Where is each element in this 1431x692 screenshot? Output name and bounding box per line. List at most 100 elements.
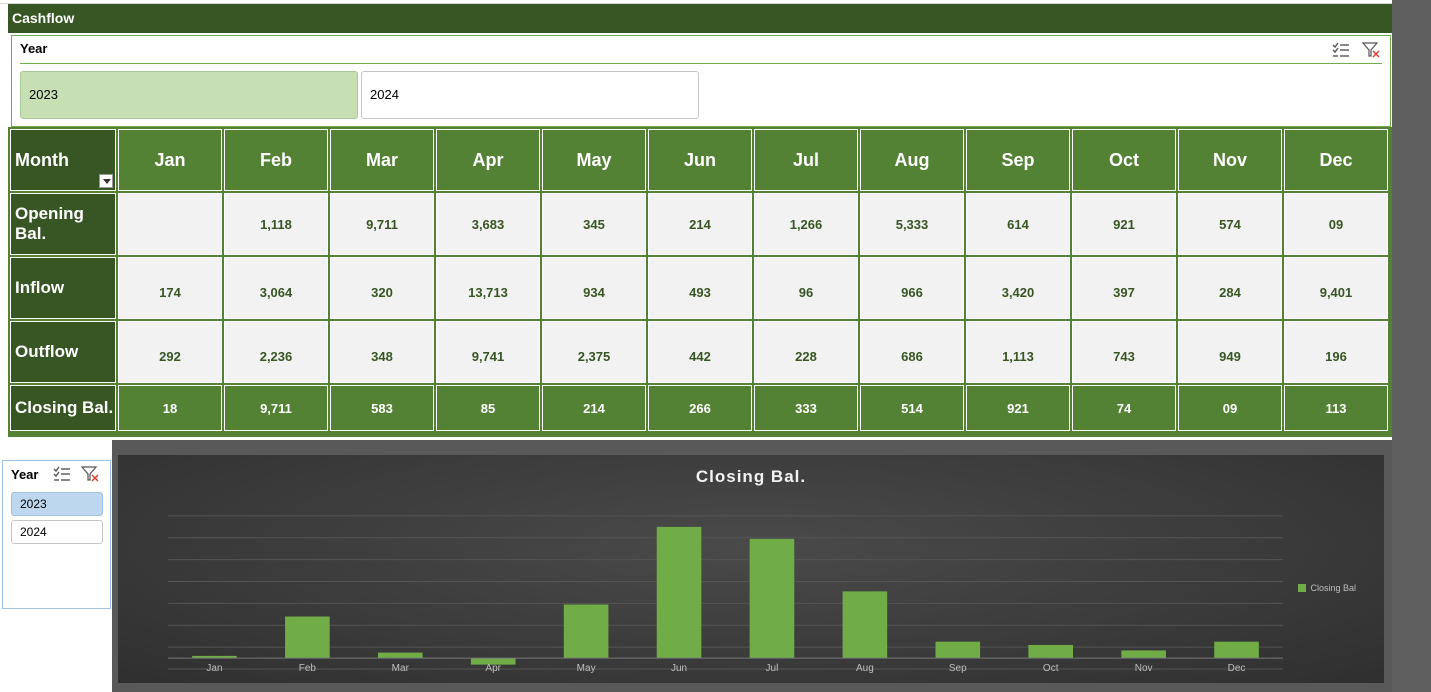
table-cell[interactable]: 174 (118, 257, 222, 319)
table-cell[interactable]: 333 (754, 385, 858, 431)
multi-select-icon[interactable] (53, 466, 71, 482)
x-tick-label: Feb (299, 663, 317, 674)
year-slicer-left[interactable]: Year 2023 2024 (2, 460, 111, 609)
bar-apr[interactable] (470, 658, 516, 665)
table-cell[interactable]: 493 (648, 257, 752, 319)
table-cell[interactable]: 9,711 (224, 385, 328, 431)
slicer-option-2023[interactable]: 2023 (11, 492, 103, 516)
table-cell[interactable]: 583 (330, 385, 434, 431)
panel-title: Cashflow (8, 4, 1392, 33)
cashflow-table: Month Jan Feb Mar Apr May Jun Jul Aug Se… (8, 127, 1392, 437)
month-col-jun: Jun (648, 129, 752, 191)
bar-oct[interactable] (1028, 644, 1074, 659)
table-cell[interactable]: 614 (966, 193, 1070, 255)
multi-select-icon[interactable] (1332, 42, 1350, 58)
slicer-option-2023[interactable]: 2023 (20, 71, 358, 119)
table-cell[interactable]: 18 (118, 385, 222, 431)
table-cell[interactable] (118, 193, 222, 255)
table-row-outflow: Outflow 292 2,236 348 9,741 2,375 442 22… (10, 321, 1388, 383)
table-cell[interactable]: 2,375 (542, 321, 646, 383)
table-cell[interactable]: 74 (1072, 385, 1176, 431)
clear-filter-icon[interactable] (1361, 42, 1380, 58)
table-cell[interactable]: 9,711 (330, 193, 434, 255)
table-cell[interactable]: 96 (754, 257, 858, 319)
table-row-opening: Opening Bal. 1,118 9,711 3,683 345 214 1… (10, 193, 1388, 255)
table-cell[interactable]: 345 (542, 193, 646, 255)
table-cell[interactable]: 5,333 (860, 193, 964, 255)
table-cell[interactable]: 113 (1284, 385, 1388, 431)
x-tick-label: May (577, 663, 596, 674)
chart-legend: Closing Bal (1298, 583, 1356, 593)
table-cell[interactable]: 921 (966, 385, 1070, 431)
table-cell[interactable]: 743 (1072, 321, 1176, 383)
table-cell[interactable]: 284 (1178, 257, 1282, 319)
bar-sep[interactable] (935, 641, 981, 659)
bar-feb[interactable] (285, 616, 330, 659)
table-cell[interactable]: 09 (1284, 193, 1388, 255)
row-label-inflow: Inflow (10, 257, 116, 319)
table-cell[interactable]: 9,741 (436, 321, 540, 383)
table-cell[interactable]: 3,064 (224, 257, 328, 319)
table-cell[interactable]: 292 (118, 321, 222, 383)
table-cell[interactable]: 09 (1178, 385, 1282, 431)
x-tick-label: Oct (1043, 663, 1059, 674)
table-cell[interactable]: 348 (330, 321, 434, 383)
table-cell[interactable]: 921 (1072, 193, 1176, 255)
legend-label: Closing Bal (1310, 583, 1356, 593)
table-cell[interactable]: 442 (648, 321, 752, 383)
month-col-dec: Dec (1284, 129, 1388, 191)
row-label-opening: Opening Bal. (10, 193, 116, 255)
table-cell[interactable]: 514 (860, 385, 964, 431)
table-cell[interactable]: 266 (648, 385, 752, 431)
bar-jan[interactable] (192, 655, 237, 659)
bar-dec[interactable] (1214, 641, 1259, 659)
month-header-label: Month (15, 149, 69, 170)
bar-jul[interactable] (749, 538, 795, 659)
bar-jun[interactable] (656, 526, 702, 659)
table-cell[interactable]: 934 (542, 257, 646, 319)
table-cell[interactable]: 1,113 (966, 321, 1070, 383)
bar-may[interactable] (563, 604, 609, 659)
chart-plot: Jan Feb Mar Apr May Jun Jul Aug Sep Oct Nov Dec (168, 515, 1283, 674)
table-cell[interactable]: 397 (1072, 257, 1176, 319)
x-tick-label: Apr (485, 663, 501, 674)
month-col-jul: Jul (754, 129, 858, 191)
closing-balance-chart[interactable]: Jan Feb Mar Apr May Jun Jul Aug Sep Oct Nov Dec Clo… (118, 455, 1384, 683)
table-cell[interactable]: 85 (436, 385, 540, 431)
table-cell[interactable]: 320 (330, 257, 434, 319)
slicer-option-2024[interactable]: 2024 (361, 71, 699, 119)
table-cell[interactable]: 9,401 (1284, 257, 1388, 319)
table-cell[interactable]: 13,713 (436, 257, 540, 319)
filter-dropdown-button[interactable] (99, 174, 113, 188)
month-col-jan: Jan (118, 129, 222, 191)
year-slicer-top[interactable]: Year (11, 35, 1391, 127)
table-cell[interactable]: 1,118 (224, 193, 328, 255)
table-cell[interactable]: 228 (754, 321, 858, 383)
gridline-strip (0, 0, 1392, 4)
slicer-option-2024[interactable]: 2024 (11, 520, 103, 544)
table-cell[interactable]: 966 (860, 257, 964, 319)
table-cell[interactable]: 949 (1178, 321, 1282, 383)
table-cell[interactable]: 196 (1284, 321, 1388, 383)
bar-mar[interactable] (377, 652, 423, 659)
table-row-inflow: Inflow 174 3,064 320 13,713 934 493 96 9… (10, 257, 1388, 319)
sheet-margin (1392, 0, 1431, 692)
table-cell[interactable]: 686 (860, 321, 964, 383)
table-cell[interactable]: 1,266 (754, 193, 858, 255)
month-col-feb: Feb (224, 129, 328, 191)
table-cell[interactable]: 2,236 (224, 321, 328, 383)
x-tick-label: Aug (856, 663, 874, 674)
row-label-closing: Closing Bal. (10, 385, 116, 431)
table-cell[interactable]: 3,683 (436, 193, 540, 255)
month-col-may: May (542, 129, 646, 191)
bar-aug[interactable] (842, 591, 888, 659)
month-col-sep: Sep (966, 129, 1070, 191)
table-cell[interactable]: 3,420 (966, 257, 1070, 319)
table-cell[interactable]: 214 (648, 193, 752, 255)
month-col-oct: Oct (1072, 129, 1176, 191)
clear-filter-icon[interactable] (80, 466, 99, 482)
bar-nov[interactable] (1121, 650, 1166, 659)
x-tick-label: Dec (1228, 663, 1246, 674)
table-cell[interactable]: 214 (542, 385, 646, 431)
table-cell[interactable]: 574 (1178, 193, 1282, 255)
